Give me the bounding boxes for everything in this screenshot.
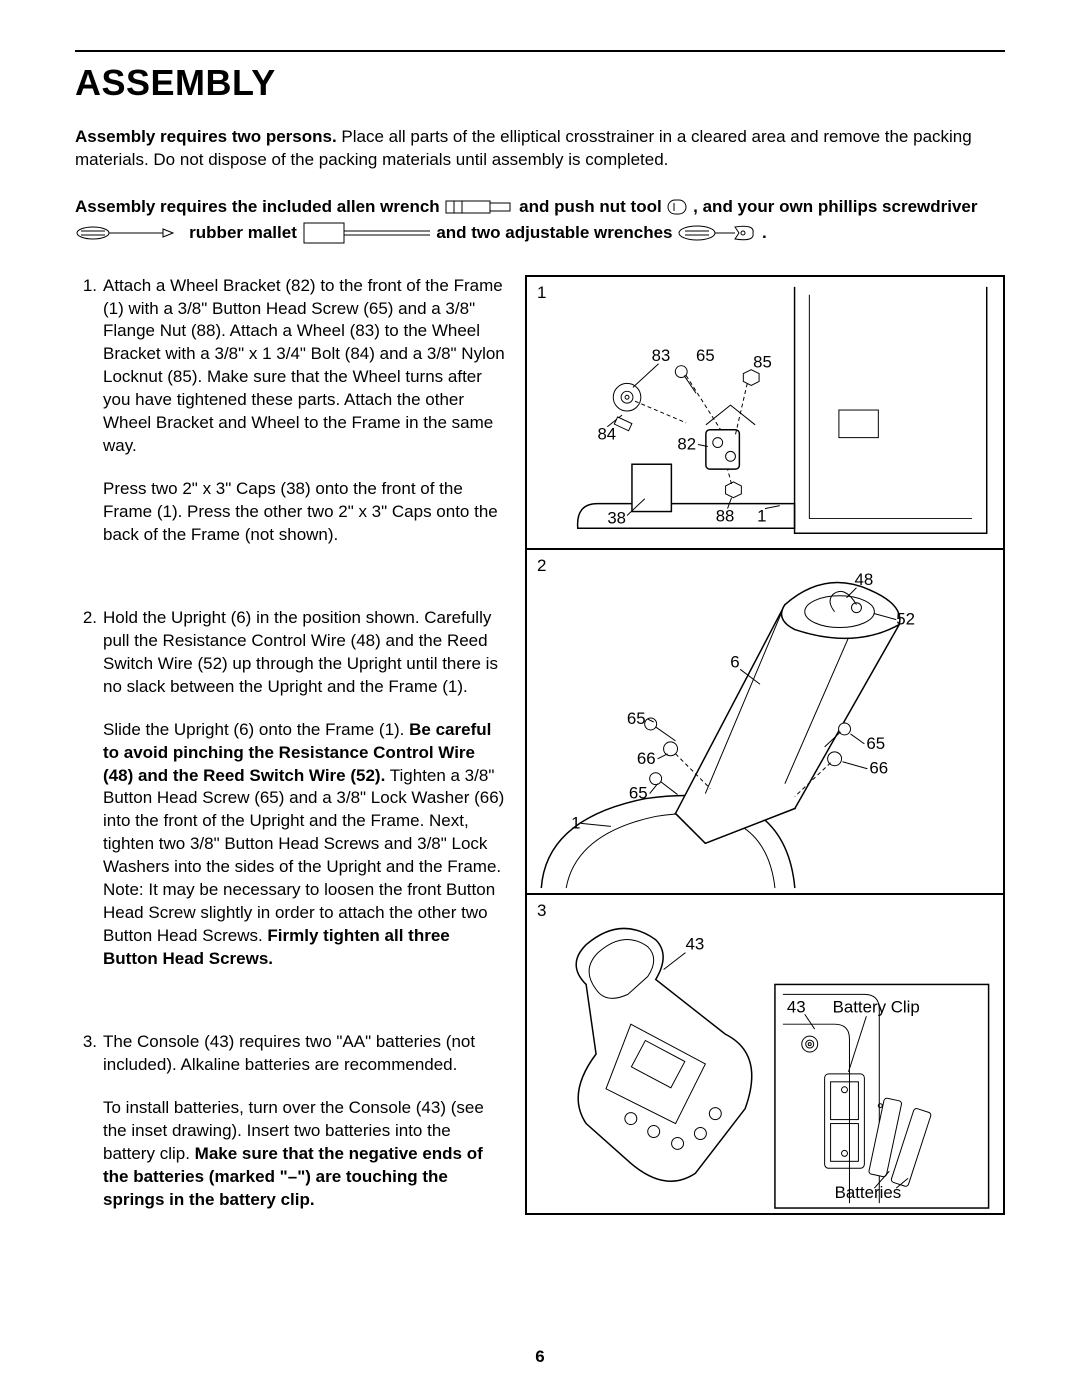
figures-column: 1 bbox=[525, 275, 1005, 1215]
step-3-number: 3. bbox=[75, 1031, 103, 1212]
instructions-column: 1. Attach a Wheel Bracket (82) to the fr… bbox=[75, 275, 505, 1212]
step-3: 3. The Console (43) requires two "AA" ba… bbox=[75, 1031, 505, 1212]
fig3-label-43a: 43 bbox=[686, 934, 705, 953]
fig1-label-84: 84 bbox=[597, 424, 616, 443]
page-title: ASSEMBLY bbox=[75, 62, 1005, 104]
step-2-para-2: Slide the Upright (6) onto the Frame (1)… bbox=[103, 719, 505, 971]
step-1: 1. Attach a Wheel Bracket (82) to the fr… bbox=[75, 275, 505, 547]
tools-line: Assembly requires the included allen wre… bbox=[75, 194, 1005, 247]
fig2-label-65c: 65 bbox=[629, 783, 648, 802]
figure-2: 2 bbox=[525, 550, 1005, 895]
fig1-label-38: 38 bbox=[607, 508, 626, 527]
page: ASSEMBLY Assembly requires two persons. … bbox=[0, 0, 1080, 1397]
fig1-label-82: 82 bbox=[677, 434, 696, 453]
fig3-label-clip: Battery Clip bbox=[833, 997, 920, 1016]
tools-text-3: , and your own phillips screwdriver bbox=[688, 194, 982, 220]
fig2-label-6: 6 bbox=[730, 652, 739, 671]
fig2-label-48: 48 bbox=[854, 569, 873, 588]
tools-text-5: and two adjustable wrenches bbox=[432, 220, 678, 246]
fig3-label-43b: 43 bbox=[787, 997, 806, 1016]
fig1-label-83: 83 bbox=[652, 345, 671, 364]
step-1-para-2: Press two 2" x 3" Caps (38) onto the fro… bbox=[103, 478, 505, 547]
figure-3-svg: 43 43 Battery Clip Batteries bbox=[527, 895, 1003, 1213]
fig2-label-1: 1 bbox=[571, 813, 580, 832]
fig1-label-85: 85 bbox=[753, 352, 772, 371]
step-2: 2. Hold the Upright (6) in the position … bbox=[75, 607, 505, 971]
allen-wrench-icon bbox=[444, 197, 514, 217]
figure-1: 1 bbox=[525, 275, 1005, 550]
tools-text-6: . bbox=[757, 220, 766, 246]
step-3-body: The Console (43) requires two "AA" batte… bbox=[103, 1031, 505, 1212]
figure-2-svg: 48 52 6 65 66 65 65 66 1 bbox=[527, 550, 1003, 893]
intro-paragraph: Assembly requires two persons. Place all… bbox=[75, 126, 1005, 172]
tools-text-1: Assembly requires the included allen wre… bbox=[75, 194, 444, 220]
tools-text-4: rubber mallet bbox=[175, 220, 302, 246]
step-1-body: Attach a Wheel Bracket (82) to the front… bbox=[103, 275, 505, 547]
fig1-label-88: 88 bbox=[716, 506, 735, 525]
step-2-para-1: Hold the Upright (6) in the position sho… bbox=[103, 607, 505, 699]
fig2-label-65b: 65 bbox=[866, 733, 885, 752]
step-1-para-1: Attach a Wheel Bracket (82) to the front… bbox=[103, 275, 505, 459]
step-2-number: 2. bbox=[75, 607, 103, 971]
intro-bold: Assembly requires two persons. bbox=[75, 127, 337, 146]
fig2-label-66b: 66 bbox=[869, 758, 888, 777]
tools-text-2: and push nut tool bbox=[514, 194, 666, 220]
fig1-label-65: 65 bbox=[696, 345, 715, 364]
rubber-mallet-icon bbox=[302, 221, 432, 245]
figure-1-svg: 83 65 85 84 82 38 88 1 bbox=[527, 277, 1003, 548]
figure-1-number: 1 bbox=[537, 283, 546, 303]
step-3-para-2: To install batteries, turn over the Cons… bbox=[103, 1097, 505, 1212]
figure-3-number: 3 bbox=[537, 901, 546, 921]
phillips-screwdriver-icon bbox=[75, 225, 175, 241]
top-rule bbox=[75, 50, 1005, 52]
fig2-label-52: 52 bbox=[896, 609, 915, 628]
fig1-label-1: 1 bbox=[757, 506, 766, 525]
step-2-body: Hold the Upright (6) in the position sho… bbox=[103, 607, 505, 971]
adjustable-wrench-icon bbox=[677, 223, 757, 243]
step-3-para-1: The Console (43) requires two "AA" batte… bbox=[103, 1031, 505, 1077]
figure-2-number: 2 bbox=[537, 556, 546, 576]
fig2-label-65a: 65 bbox=[627, 709, 646, 728]
page-number: 6 bbox=[0, 1347, 1080, 1367]
figure-3: 3 bbox=[525, 895, 1005, 1215]
fig2-label-66a: 66 bbox=[637, 748, 656, 767]
step-1-number: 1. bbox=[75, 275, 103, 547]
fig3-label-batt: Batteries bbox=[835, 1183, 902, 1202]
push-nut-tool-icon bbox=[666, 198, 688, 216]
two-columns: 1. Attach a Wheel Bracket (82) to the fr… bbox=[75, 275, 1005, 1215]
